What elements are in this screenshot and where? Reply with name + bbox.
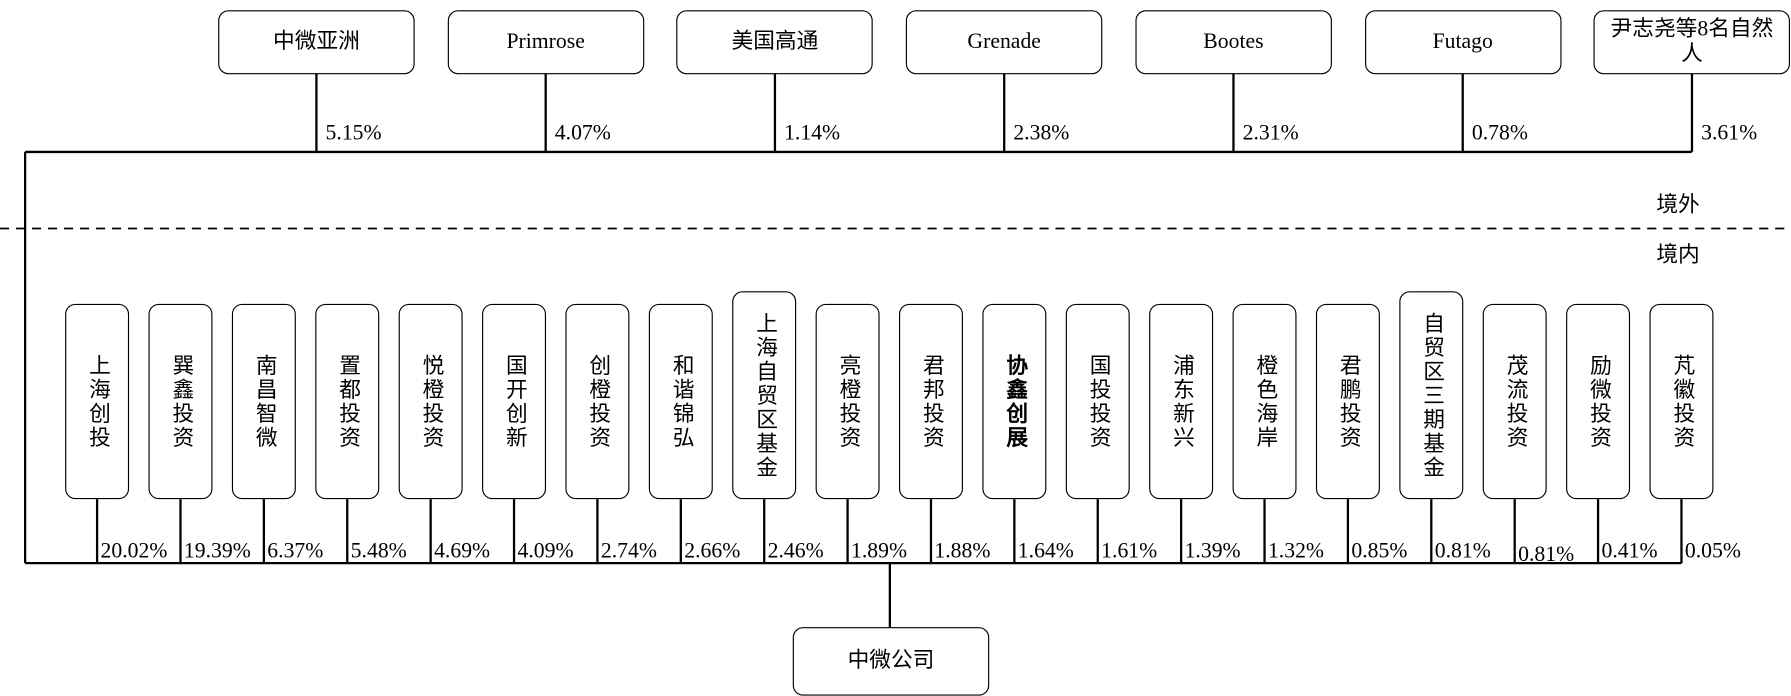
shareholder-box: 自贸区三期基金 (1399, 291, 1464, 500)
shareholder-box: 协鑫创展 (982, 303, 1047, 500)
shareholder-box: 上海创投 (65, 303, 130, 500)
shareholder-box: 巽鑫投资 (148, 303, 213, 500)
shareholder-box: 茂流投资 (1482, 303, 1547, 500)
share-label: 6.37% (267, 539, 324, 564)
share-label: 1.64% (1017, 539, 1074, 564)
shareholder-box: 创橙投资 (565, 303, 630, 500)
shareholder-box: 芃徽投资 (1649, 303, 1714, 500)
offshore-label: 境外 (1656, 193, 1700, 218)
share-label: 2.74% (600, 539, 657, 564)
share-label: 4.09% (517, 539, 574, 564)
shareholder-box: 浦东新兴 (1149, 303, 1214, 500)
share-label: 2.38% (1013, 121, 1070, 146)
share-label: 5.15% (325, 121, 382, 146)
shareholder-box: Primrose (447, 10, 644, 75)
share-label: 0.81% (1434, 539, 1491, 564)
shareholder-box: 君鹏投资 (1315, 303, 1380, 500)
share-label: 0.41% (1601, 539, 1658, 564)
share-label: 4.69% (434, 539, 491, 564)
shareholder-box: Futago (1364, 10, 1561, 75)
shareholder-box: 上海自贸区基金 (732, 291, 797, 500)
shareholder-box: 和谐锦弘 (648, 303, 713, 500)
share-label: 1.39% (1184, 539, 1241, 564)
shareholder-box: 美国高通 (676, 10, 874, 75)
share-label: 4.07% (554, 121, 611, 146)
shareholder-box: 悦橙投资 (398, 303, 463, 500)
share-label: 5.48% (350, 539, 407, 564)
shareholder-box: 国开创新 (482, 303, 547, 500)
shareholder-box: 励微投资 (1566, 303, 1631, 500)
shareholder-box: 君邦投资 (898, 303, 963, 500)
share-label: 0.81% (1518, 542, 1575, 567)
shareholder-box: Grenade (905, 10, 1103, 75)
share-label: 0.78% (1471, 121, 1528, 146)
shareholder-box: Bootes (1135, 10, 1332, 75)
onshore-label: 境内 (1656, 243, 1700, 268)
shareholder-box: 中微亚洲 (218, 10, 415, 75)
share-label: 1.32% (1267, 539, 1325, 564)
shareholder-box: 亮橙投资 (815, 303, 880, 500)
shareholder-box: 南昌智微 (231, 303, 296, 500)
share-label: 2.31% (1242, 121, 1299, 146)
shareholder-box: 橙色海岸 (1232, 303, 1297, 500)
share-label: 0.85% (1351, 539, 1408, 564)
share-label: 3.61% (1701, 121, 1758, 146)
share-label: 2.46% (767, 539, 824, 564)
share-label: 1.89% (851, 539, 908, 564)
shareholder-box: 国投投资 (1065, 303, 1130, 500)
share-label: 19.39% (183, 539, 251, 564)
shareholder-box: 置都投资 (315, 303, 380, 500)
share-label: 2.66% (684, 539, 741, 564)
share-label: 1.88% (934, 539, 991, 564)
share-label: 20.02% (100, 539, 168, 564)
share-label: 1.61% (1101, 539, 1158, 564)
share-label: 0.05% (1684, 539, 1741, 564)
company-box: 中微公司 (792, 627, 990, 696)
shareholder-box: 尹志尧等8名自然人 (1593, 10, 1791, 75)
share-label: 1.14% (784, 121, 841, 146)
